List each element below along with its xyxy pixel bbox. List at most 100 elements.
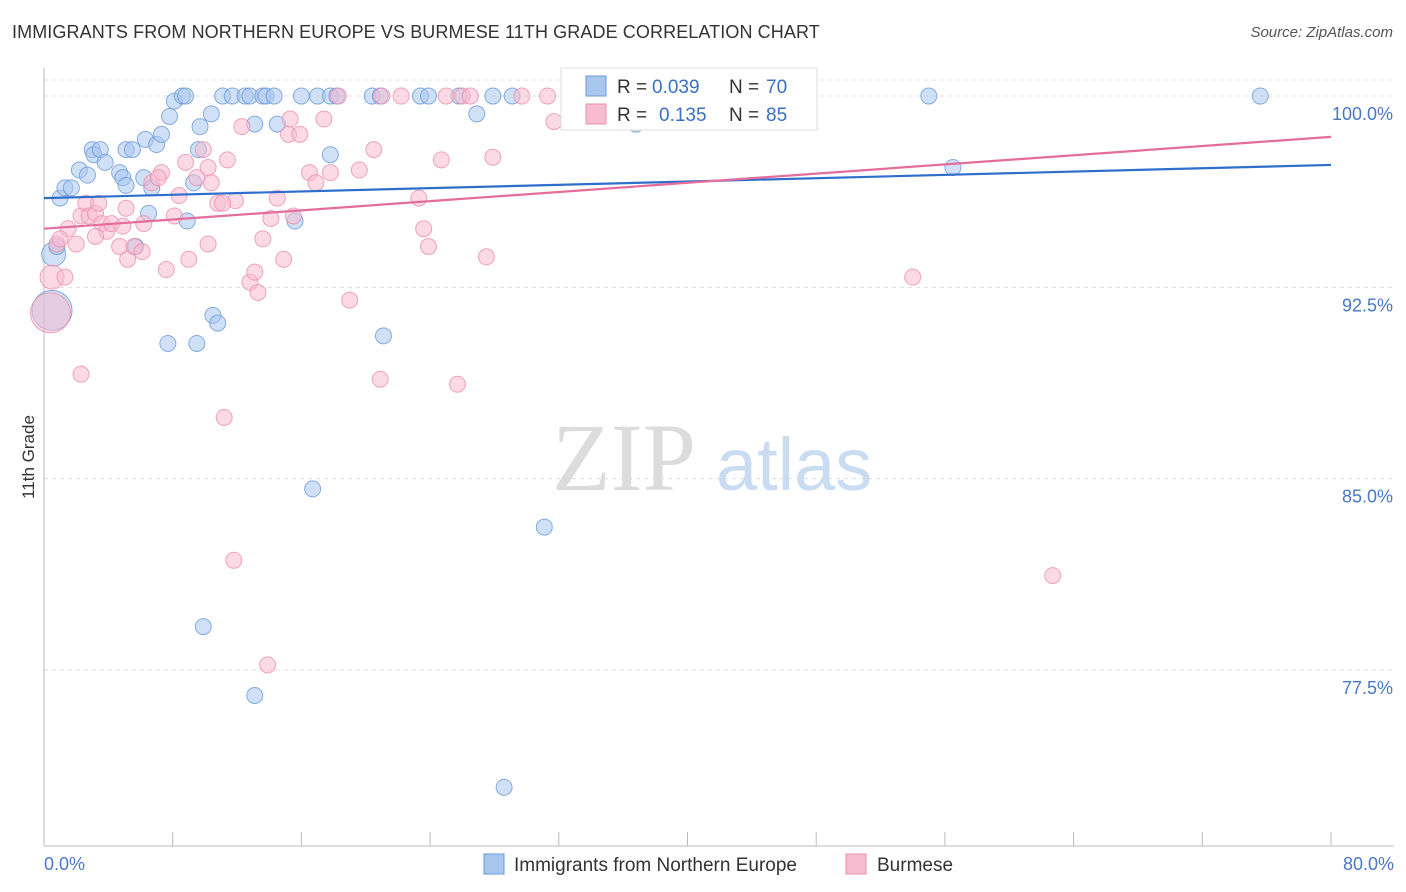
- point-northern-europe: [202, 105, 220, 123]
- point-northern-europe: [484, 87, 502, 105]
- point-burmese: [218, 151, 236, 169]
- point-burmese: [180, 250, 198, 268]
- legend-n-label-1: N =: [729, 77, 759, 98]
- point-burmese: [1044, 567, 1062, 585]
- point-northern-europe: [194, 618, 212, 636]
- point-northern-europe: [495, 778, 513, 796]
- point-burmese: [246, 263, 264, 281]
- point-burmese: [149, 169, 167, 187]
- bottom-legend-label-blue: Immigrants from Northern Europe: [514, 855, 797, 876]
- point-burmese: [51, 230, 69, 248]
- point-northern-europe: [123, 141, 141, 159]
- point-burmese: [194, 141, 212, 159]
- point-burmese: [249, 283, 267, 301]
- point-northern-europe: [304, 480, 322, 498]
- point-northern-europe: [321, 146, 339, 164]
- point-northern-europe: [209, 314, 227, 332]
- y-tick-labels: 100.0% 92.5% 85.0% 77.5%: [1332, 104, 1393, 698]
- legend-n-label-2: N =: [729, 105, 759, 126]
- point-burmese: [432, 151, 450, 169]
- y-axis-title: 11th Grade: [19, 415, 38, 499]
- point-northern-europe: [160, 107, 178, 125]
- point-burmese: [461, 87, 479, 105]
- point-northern-europe: [188, 334, 206, 352]
- point-burmese: [268, 189, 286, 207]
- legend-swatch-blue: [585, 75, 607, 97]
- point-northern-europe: [468, 105, 486, 123]
- point-burmese: [165, 207, 183, 225]
- point-northern-europe: [419, 87, 437, 105]
- point-burmese: [29, 292, 71, 334]
- point-burmese: [281, 110, 299, 128]
- point-northern-europe: [117, 176, 135, 194]
- series-legend: Immigrants from Northern Europe Burmese: [483, 853, 953, 876]
- point-burmese: [157, 261, 175, 279]
- point-burmese: [329, 87, 347, 105]
- point-burmese: [90, 194, 108, 212]
- legend-r-label-1: R =: [617, 77, 647, 98]
- point-northern-europe: [265, 87, 283, 105]
- bottom-legend-swatch-pink: [845, 853, 867, 875]
- point-northern-europe: [152, 125, 170, 143]
- point-northern-europe: [1251, 87, 1269, 105]
- point-northern-europe: [374, 327, 392, 345]
- legend-r-value-1: 0.039: [652, 77, 700, 98]
- point-northern-europe: [292, 87, 310, 105]
- point-burmese: [291, 125, 309, 143]
- point-northern-europe: [191, 118, 209, 136]
- point-burmese: [72, 365, 90, 383]
- point-burmese: [307, 174, 325, 192]
- point-burmese: [275, 250, 293, 268]
- point-burmese: [392, 87, 410, 105]
- point-northern-europe: [920, 87, 938, 105]
- point-burmese: [233, 118, 251, 136]
- correlation-legend: R = 0.039 N = 70 R = 0.135 N = 85: [560, 67, 818, 131]
- point-northern-europe: [62, 179, 80, 197]
- point-burmese: [513, 87, 531, 105]
- point-burmese: [545, 113, 563, 131]
- point-burmese: [373, 87, 391, 105]
- point-burmese: [904, 268, 922, 286]
- point-burmese: [477, 248, 495, 266]
- point-northern-europe: [177, 87, 195, 105]
- point-burmese: [539, 87, 557, 105]
- point-burmese: [410, 189, 428, 207]
- point-burmese: [214, 194, 232, 212]
- point-northern-europe: [159, 334, 177, 352]
- point-burmese: [437, 87, 455, 105]
- point-burmese: [56, 268, 74, 286]
- legend-r-value-2: 0.135: [659, 105, 707, 126]
- point-northern-europe: [944, 158, 962, 176]
- watermark-atlas: atlas: [716, 423, 872, 506]
- point-burmese: [199, 235, 217, 253]
- point-burmese: [225, 551, 243, 569]
- point-burmese: [448, 375, 466, 393]
- point-burmese: [365, 141, 383, 159]
- point-northern-europe: [535, 518, 553, 536]
- point-burmese: [371, 370, 389, 388]
- y-tick-label: 85.0%: [1342, 487, 1393, 507]
- point-burmese: [86, 227, 104, 245]
- point-northern-europe: [246, 687, 264, 705]
- bottom-legend-label-pink: Burmese: [877, 855, 953, 876]
- point-burmese: [315, 110, 333, 128]
- point-northern-europe: [96, 153, 114, 171]
- point-northern-europe: [78, 166, 96, 184]
- legend-n-value-2: 85: [766, 105, 787, 126]
- point-burmese: [135, 215, 153, 233]
- point-burmese: [215, 408, 233, 426]
- trend-lines: [43, 135, 1332, 230]
- point-burmese: [262, 209, 280, 227]
- legend-r-label-2: R =: [617, 105, 647, 126]
- point-burmese: [350, 161, 368, 179]
- y-tick-label: 77.5%: [1342, 678, 1393, 698]
- point-burmese: [117, 199, 135, 217]
- legend-n-value-1: 70: [766, 77, 787, 98]
- chart-title: IMMIGRANTS FROM NORTHERN EUROPE VS BURME…: [12, 22, 820, 42]
- data-points: [29, 87, 1269, 796]
- point-burmese: [321, 164, 339, 182]
- y-tick-label: 100.0%: [1332, 104, 1393, 124]
- point-burmese: [419, 238, 437, 256]
- x-ticks: [43, 832, 1332, 846]
